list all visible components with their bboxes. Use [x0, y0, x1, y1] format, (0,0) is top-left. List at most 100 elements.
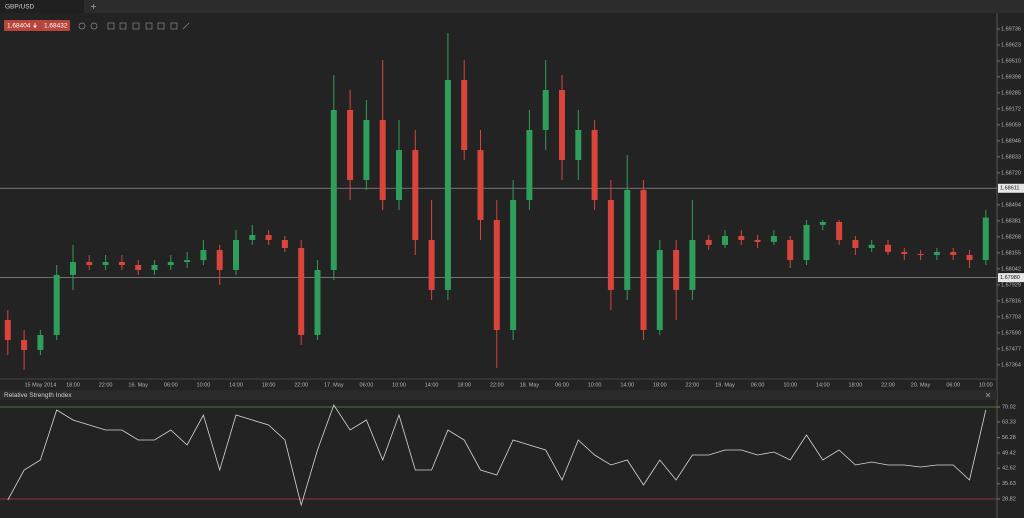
- candle-body: [298, 248, 305, 335]
- x-tick-label: 14:00: [816, 382, 830, 388]
- candle-body: [705, 239, 712, 245]
- candle-body: [787, 239, 794, 261]
- candle-body: [70, 262, 76, 275]
- candle-body: [200, 250, 207, 261]
- y-tick-label: 1.68494: [1001, 202, 1021, 208]
- candle-body: [656, 250, 663, 331]
- candle-body: [542, 90, 549, 130]
- candle-body: [102, 262, 109, 266]
- candle-body: [314, 269, 321, 335]
- candle-body: [461, 79, 468, 151]
- candle-body: [184, 260, 191, 263]
- y-tick-label: 28.82: [1002, 496, 1016, 502]
- price-marker: [998, 183, 1024, 193]
- candle-body: [347, 109, 354, 181]
- x-tick-label: 18:00: [849, 382, 863, 388]
- price-marker: [998, 273, 1024, 283]
- y-tick-label: 1.67364: [1001, 362, 1021, 368]
- y-tick-label: 1.67590: [1001, 330, 1021, 336]
- tab[interactable]: [0, 0, 84, 13]
- x-tick-label: 10:00: [588, 382, 602, 388]
- x-tick-label: 18. May: [520, 382, 540, 388]
- y-tick-label: 1.67816: [1001, 298, 1021, 304]
- tab-bar: [0, 0, 1024, 13]
- candle-body: [575, 129, 582, 160]
- candle-body: [428, 239, 435, 290]
- candle-body: [167, 262, 174, 266]
- candle-body: [901, 251, 908, 254]
- candle-body: [37, 334, 44, 350]
- y-tick-label: 1.69510: [1001, 58, 1021, 64]
- candle-body: [754, 239, 761, 242]
- candle-body: [852, 239, 859, 249]
- candle-body: [379, 120, 386, 201]
- candle-body: [151, 265, 158, 270]
- price-marker-label: 1.67980: [1000, 275, 1020, 281]
- candle-body: [86, 262, 93, 266]
- candle-body: [4, 319, 11, 341]
- y-tick-label: 56.28: [1002, 435, 1016, 441]
- close-panel[interactable]: [985, 392, 991, 398]
- x-tick-label: 18:00: [653, 382, 667, 388]
- x-tick-label: 17. May: [324, 382, 344, 388]
- y-tick-label: 35.63: [1002, 481, 1016, 487]
- x-tick-label: 06:00: [751, 382, 765, 388]
- x-tick-label: 10:00: [979, 382, 993, 388]
- y-tick-label: 63.33: [1002, 419, 1016, 425]
- y-tick-label: 1.67477: [1001, 346, 1021, 352]
- x-tick-label: 16. May: [128, 382, 148, 388]
- x-tick-label: 10:00: [783, 382, 797, 388]
- x-tick-label: 15 May 2014: [24, 382, 56, 388]
- x-tick-label: 14:00: [620, 382, 634, 388]
- y-tick-label: 1.68268: [1001, 234, 1021, 240]
- candle-body: [216, 250, 223, 270]
- x-tick-label: 22:00: [490, 382, 504, 388]
- down-arrow-icon: [33, 23, 37, 29]
- candle-body: [510, 200, 517, 331]
- x-tick-label: 22:00: [99, 382, 113, 388]
- y-tick-label: 1.68381: [1001, 218, 1021, 224]
- x-tick-label: 06:00: [164, 382, 178, 388]
- x-tick-label: 06:00: [360, 382, 374, 388]
- price-marker-label: 1.68611: [1000, 186, 1019, 192]
- candle-body: [770, 235, 777, 242]
- tab-title[interactable]: GBP/USD: [5, 4, 35, 11]
- x-tick-label: 10:00: [392, 382, 406, 388]
- candle-body: [689, 239, 696, 290]
- rsi-title: Relative Strength Index: [4, 392, 72, 399]
- candle-body: [493, 219, 500, 331]
- candle-body: [917, 253, 924, 255]
- candle-body: [885, 244, 891, 252]
- quote-box[interactable]: [4, 20, 70, 31]
- y-tick-label: 1.69736: [1001, 26, 1021, 32]
- toolbar-icons[interactable]: [78, 22, 190, 30]
- candle-body: [591, 129, 598, 201]
- y-tick-label: 1.68720: [1001, 170, 1021, 176]
- candle-body: [330, 109, 337, 270]
- new-tab[interactable]: [91, 4, 96, 9]
- candle-body: [722, 235, 728, 245]
- rsi-header: [0, 390, 997, 400]
- x-tick-label: 14:00: [425, 382, 439, 388]
- x-tick-label: 19. May: [715, 382, 735, 388]
- x-tick-label: 20. May: [911, 382, 931, 388]
- y-tick-label: 1.69398: [1001, 74, 1021, 80]
- x-tick-label: 18:00: [457, 382, 471, 388]
- candle-body: [933, 251, 940, 255]
- candle-body: [233, 239, 239, 270]
- candle-body: [53, 274, 60, 335]
- y-tick-label: 1.69059: [1001, 122, 1021, 128]
- candle-body: [738, 235, 745, 240]
- y-tick-label: 42.62: [1002, 466, 1016, 472]
- y-tick-label: 1.68946: [1001, 138, 1021, 144]
- candle-body: [966, 254, 973, 261]
- candle-body: [640, 189, 647, 331]
- y-tick-label: 1.69623: [1001, 42, 1021, 48]
- candle-body: [477, 150, 484, 220]
- x-tick-label: 22:00: [294, 382, 308, 388]
- candle-body: [21, 340, 28, 350]
- candle-body: [135, 265, 142, 270]
- y-tick-label: 1.68042: [1001, 266, 1021, 272]
